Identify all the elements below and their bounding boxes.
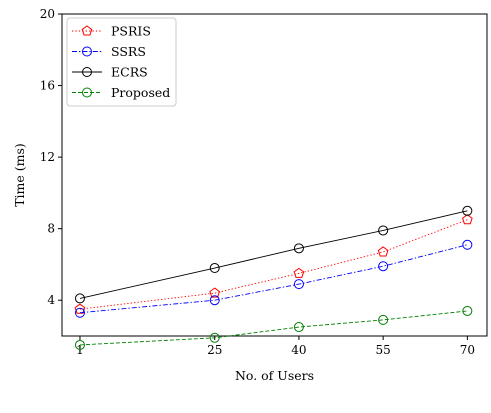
- data-point-proposed: [378, 314, 389, 325]
- x-tick-label: 1: [76, 343, 84, 357]
- legend: PSRIS SSRS ECRS Proposed: [66, 17, 177, 107]
- series-ssrs: [74, 239, 473, 318]
- series-line-ecrs: [79, 210, 468, 299]
- plot-area: [61, 13, 488, 337]
- data-point-ecrs: [74, 293, 85, 304]
- x-tick-label: 25: [207, 343, 222, 357]
- series-psris: [74, 214, 473, 314]
- x-axis: 1 25 40 55 70: [76, 336, 475, 357]
- series-ecrs: [74, 205, 473, 304]
- data-point-proposed: [74, 339, 85, 350]
- legend-box: [66, 17, 177, 107]
- x-tick-label: 70: [460, 343, 475, 357]
- data-point-proposed: [462, 305, 473, 316]
- y-tick-label: 16: [40, 79, 55, 93]
- data-point-ecrs: [293, 243, 304, 254]
- legend-marker-proposed: [82, 87, 92, 98]
- y-axis-label: Time (ms): [12, 143, 27, 207]
- y-axis: 4 8 12 16 20: [40, 7, 62, 307]
- y-tick-label: 12: [40, 150, 55, 164]
- x-tick-label: 40: [291, 343, 306, 357]
- series-proposed: [74, 305, 473, 350]
- data-point-psris: [74, 303, 86, 314]
- data-point-psris: [462, 214, 473, 225]
- data-point-proposed: [209, 332, 220, 343]
- legend-marker-psris: [81, 25, 93, 36]
- data-point-psris: [377, 246, 389, 257]
- data-point-psris: [209, 287, 221, 298]
- data-point-proposed: [293, 322, 304, 333]
- data-point-ecrs: [209, 263, 220, 274]
- legend-label-ssrs: SSRS: [111, 44, 146, 59]
- series-line-psris: [79, 219, 468, 310]
- plot-frame: [61, 13, 488, 337]
- series-line-ssrs: [79, 244, 468, 314]
- series-line-proposed: [79, 310, 468, 346]
- data-point-ssrs: [293, 279, 304, 290]
- legend-label-proposed: Proposed: [111, 85, 170, 100]
- legend-label-psris: PSRIS: [111, 24, 151, 39]
- legend-marker-ssrs: [82, 46, 92, 57]
- legend-marker-ecrs: [82, 67, 92, 77]
- data-point-ssrs: [462, 239, 473, 250]
- x-tick-label: 55: [375, 343, 390, 357]
- y-tick-label: 8: [47, 222, 55, 236]
- data-point-ssrs: [74, 307, 85, 318]
- y-tick-label: 20: [40, 7, 55, 21]
- data-point-ssrs: [209, 295, 220, 306]
- data-point-ecrs: [378, 225, 389, 236]
- data-point-psris: [293, 267, 305, 278]
- data-point-ecrs: [462, 205, 473, 216]
- legend-label-ecrs: ECRS: [111, 65, 148, 80]
- series-layer: [74, 205, 473, 350]
- data-point-ssrs: [378, 261, 389, 272]
- x-axis-label: No. of Users: [235, 368, 314, 383]
- y-tick-label: 4: [47, 293, 55, 307]
